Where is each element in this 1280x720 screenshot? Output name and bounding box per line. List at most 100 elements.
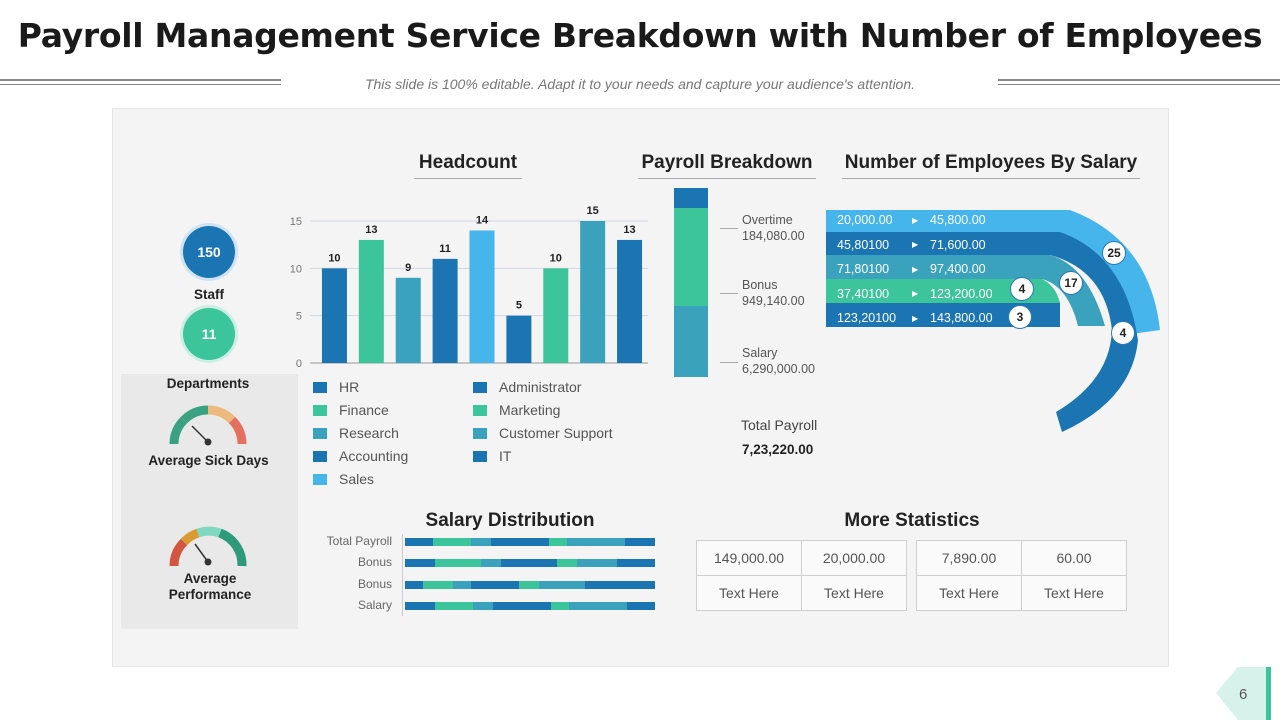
gauge2-segment-3 [196, 526, 222, 538]
salary-dist-segment [549, 538, 567, 546]
gauge1-segment-1 [169, 416, 188, 445]
salary-distribution-title: Salary Distribution [425, 510, 595, 531]
gauge2-segment-4 [218, 528, 247, 567]
salary-leader-line [720, 362, 738, 363]
staff-label: Staff [194, 287, 224, 302]
departments-label: Departments [166, 376, 250, 391]
page-tab-shape [1216, 667, 1266, 720]
bar-research [395, 277, 421, 363]
arrow-right-icon: ▶ [912, 215, 919, 225]
salary-dist-segment [551, 601, 569, 610]
salary-dist-label: Total Payroll [326, 534, 392, 548]
bar-it [617, 239, 643, 363]
page-number: 6 [1239, 686, 1248, 703]
bar-accounting [432, 258, 458, 363]
salary-dist-segment [539, 580, 585, 589]
bar-value-label: 10 [550, 252, 562, 264]
stat-caption-4: Text Here [1021, 575, 1127, 611]
total-payroll-value: 7,23,220.00 [742, 442, 814, 457]
stats-table-left: 149,000.00 20,000.00 Text Here Text Here [696, 540, 907, 611]
overtime-entry: Overtime 184,080.00 [742, 212, 805, 244]
salary-band-from: 45,80100 [837, 237, 890, 252]
stat-caption-2: Text Here [801, 575, 907, 611]
salary-dist-label: Salary [357, 597, 392, 612]
legend-swatch [473, 404, 487, 416]
gauge1-segment-4 [228, 416, 247, 445]
bonus-entry: Bonus 949,140.00 [742, 277, 805, 309]
bar-value-label: 14 [476, 214, 489, 226]
overtime-leader-line [720, 228, 738, 229]
legend-label: Finance [339, 402, 389, 418]
salary-dist-segment [627, 601, 655, 610]
average-performance-label: Average Performance [168, 571, 252, 602]
salary-label: Salary [742, 346, 778, 360]
badge-3: 3 [1008, 305, 1032, 329]
salary-band-from: 20,000.00 [837, 213, 893, 227]
stat-value-1: 149,000.00 [696, 540, 802, 576]
legend-swatch [313, 404, 327, 416]
salary-band-row: 71,80100 ▶ 97,400.00 [826, 258, 1066, 280]
headcount-title: Headcount [414, 152, 522, 179]
badge-4-outer: 4 [1111, 321, 1135, 345]
arc-band-2 [826, 232, 1138, 432]
title-rule-left [0, 79, 281, 85]
salary-dist-segment [405, 559, 435, 568]
payroll-salary-segment [674, 306, 708, 377]
legend-item: Research [313, 425, 399, 441]
bar-hr [321, 268, 347, 363]
legend-swatch [313, 473, 327, 485]
salary-dist-segment [423, 580, 453, 589]
bar-value-label: 13 [365, 224, 377, 236]
page-tab-bar [1266, 667, 1271, 720]
arrow-right-icon: ▶ [912, 313, 919, 323]
page-number-tab [1216, 667, 1271, 720]
bonus-value: 949,140.00 [742, 294, 805, 308]
salary-dist-label: Bonus [357, 576, 392, 591]
bonus-label: Bonus [742, 278, 778, 292]
badge-25: 25 [1102, 241, 1126, 265]
bar-value-label: 15 [587, 205, 599, 217]
arc-band-3 [826, 255, 1105, 326]
salary-dist-segment [473, 601, 493, 610]
salary-dist-segment [481, 559, 501, 568]
headcount-bar-chart: 0 5 10 15 10 13 9 11 14 5 10 15 13 [290, 205, 648, 370]
sidebar-panel [121, 374, 298, 629]
salary-dist-segment [491, 538, 549, 546]
employees-by-salary-title: Number of Employees By Salary [842, 152, 1140, 179]
legend-label: Administrator [499, 379, 582, 395]
stat-caption-1: Text Here [696, 575, 802, 611]
legend-label: Marketing [499, 402, 561, 418]
salary-dist-segment [501, 559, 557, 568]
salary-dist-segment [453, 580, 471, 589]
salary-dist-segment [405, 601, 435, 610]
bar-value-label: 9 [405, 262, 411, 274]
legend-item: Sales [313, 471, 374, 487]
legend-label: HR [339, 379, 360, 395]
stat-value-4: 60.00 [1021, 540, 1127, 576]
department-count-circle: 11 [183, 308, 235, 360]
legend-swatch [313, 381, 327, 393]
bar-value-label: 11 [439, 243, 451, 255]
salary-dist-label: Bonus [357, 555, 392, 570]
bar-administrator [506, 315, 532, 363]
salary-band-row: 20,000.00 ▶ 45,800.00 [826, 209, 1072, 231]
y-tick-label: 10 [290, 263, 302, 275]
salary-value: 6,290,000.00 [742, 362, 815, 376]
legend-swatch [473, 381, 487, 393]
gauge2-segment-2 [180, 528, 200, 546]
salary-dist-segment [557, 559, 577, 568]
gauge1-pivot [204, 438, 212, 446]
salary-dist-segment [435, 601, 473, 610]
arrow-right-icon: ▶ [912, 264, 919, 274]
arc-band-4 [826, 279, 1060, 303]
salary-band-to: 71,600.00 [930, 237, 986, 252]
payroll-stacked-bar [674, 188, 708, 377]
overtime-value: 184,080.00 [742, 229, 805, 243]
salary-dist-segment [493, 601, 551, 610]
salary-band-to: 123,200.00 [930, 286, 993, 301]
bonus-leader-line [720, 293, 738, 294]
legend-item: IT [473, 448, 511, 464]
salary-dist-segment [625, 538, 655, 546]
arc-band-5 [826, 303, 1060, 327]
salary-entry: Salary 6,290,000.00 [742, 345, 815, 377]
